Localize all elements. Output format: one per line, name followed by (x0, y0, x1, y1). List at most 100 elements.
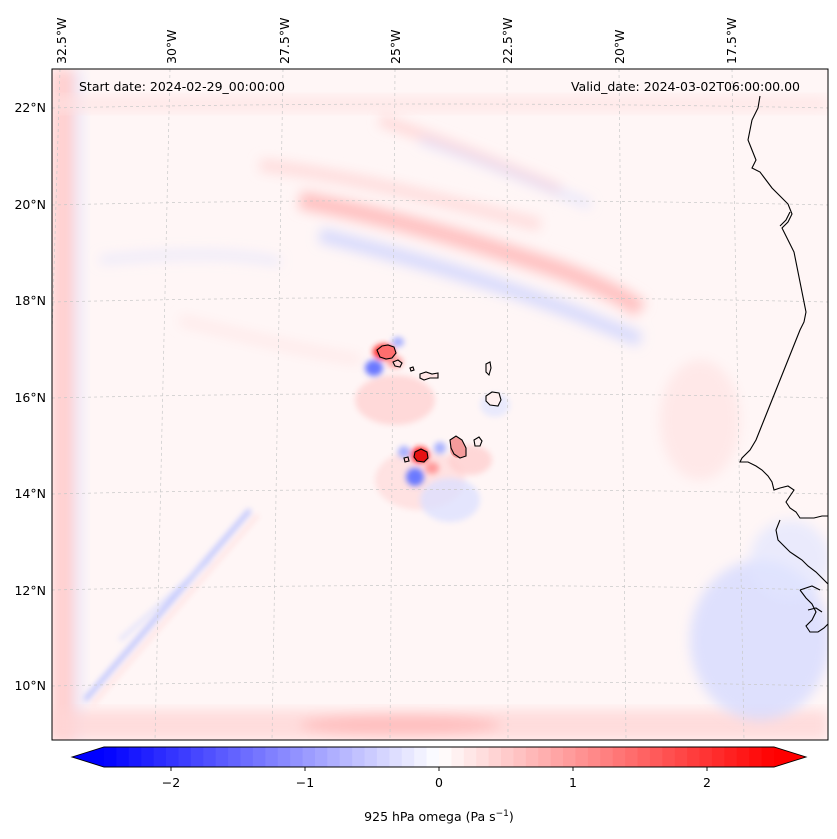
colorbar-title: 925 hPa omega (Pa s−1) (364, 809, 514, 824)
colorbar-units-close: ) (509, 809, 514, 824)
colorbar-cell (265, 747, 279, 767)
graticule (52, 69, 828, 740)
cb-tick-label-1: 1 (569, 775, 577, 790)
colorbar-cell (674, 747, 688, 767)
colorbar-cell (649, 747, 663, 767)
latitude-labels: 22°N 20°N 18°N 16°N 14°N 12°N 10°N (14, 100, 46, 693)
colorbar-cell (637, 747, 651, 767)
colorbar-cell (451, 747, 465, 767)
colorbar-cell (488, 747, 502, 767)
colorbar-cells (104, 747, 775, 767)
lon-label-27-5w: 27.5°W (277, 18, 292, 64)
island-sao-vicente (392, 359, 403, 368)
colorbar-cell (513, 747, 527, 767)
colorbar-cell (376, 747, 390, 767)
lon-label-22-5w: 22.5°W (500, 18, 515, 64)
sw-streak (83, 508, 260, 706)
colorbar-cell (538, 747, 552, 767)
colorbar-cell (203, 747, 217, 767)
cb-tick-label-2: 2 (703, 775, 711, 790)
lon-label-25w: 25°W (388, 29, 403, 64)
colorbar-units: (Pa s (466, 809, 496, 824)
colorbar-cell (104, 747, 118, 767)
colorbar-outline (70, 746, 808, 768)
colorbar-cell (687, 747, 701, 767)
colorbar-cell (612, 747, 626, 767)
bottom-boundary-band (52, 710, 828, 740)
colorbar-cell (711, 747, 725, 767)
start-date-label: Start date: 2024-02-29_00:00:00 (79, 79, 285, 94)
wave-train (99, 115, 647, 365)
colorbar-cell (736, 747, 750, 767)
colorbar-cell (389, 747, 403, 767)
map-frame (51, 68, 829, 741)
colorbar-units-exp: −1 (496, 809, 509, 819)
island-boa-vista (485, 391, 502, 407)
colorbar-cell (116, 747, 130, 767)
valid-date-label: Valid_date: 2024-03-02T06:00:00.00 (571, 79, 800, 94)
colorbar: −2 −1 0 1 2 925 hPa omega (Pa s−1) (70, 746, 808, 824)
omega-field (52, 69, 828, 740)
colorbar-cell (277, 747, 291, 767)
lat-label-14n: 14°N (14, 486, 46, 501)
colorbar-cell (228, 747, 242, 767)
left-boundary-band (52, 69, 84, 740)
map-panel: Start date: 2024-02-29_00:00:00 Valid_da… (51, 68, 829, 741)
lon-label-32-5w: 32.5°W (54, 18, 69, 64)
colorbar-cell (215, 747, 229, 767)
island-santiago (449, 435, 467, 459)
cb-tick-label-neg1: −1 (296, 775, 314, 790)
colorbar-cell (190, 747, 204, 767)
colorbar-variable: 925 hPa omega (364, 809, 461, 824)
lon-label-30w: 30°W (164, 29, 179, 64)
colorbar-cell (550, 747, 564, 767)
cb-tick-label-0: 0 (435, 775, 443, 790)
colorbar-cell (314, 747, 328, 767)
colorbar-cell (302, 747, 316, 767)
colorbar-cell (240, 747, 254, 767)
colorbar-cell (625, 747, 639, 767)
colorbar-ticks (170, 767, 708, 771)
cape-verde-islands (376, 344, 502, 463)
colorbar-cell (463, 747, 477, 767)
colorbar-cell (600, 747, 614, 767)
island-sao-nicolau (419, 371, 439, 381)
colorbar-cell (501, 747, 515, 767)
colorbar-cell (364, 747, 378, 767)
guinea-coast (799, 589, 828, 633)
colorbar-cell (339, 747, 353, 767)
colorbar-cell (563, 747, 577, 767)
lat-label-16n: 16°N (14, 390, 46, 405)
colorbar-cell (587, 747, 601, 767)
colorbar-cell (476, 747, 490, 767)
colorbar-cell (401, 747, 415, 767)
colorbar-cell (153, 747, 167, 767)
island-santa-luzia (409, 366, 415, 372)
coastlines (739, 95, 828, 633)
colorbar-cell (439, 747, 453, 767)
colorbar-cell (426, 747, 440, 767)
coastal-descent (660, 360, 828, 720)
island-brava (403, 456, 410, 463)
colorbar-cell (327, 747, 341, 767)
lat-label-12n: 12°N (14, 583, 46, 598)
colorbar-cell (761, 747, 775, 767)
island-sal (485, 361, 492, 377)
lon-label-17-5w: 17.5°W (724, 18, 739, 64)
cb-tick-label-neg2: −2 (162, 775, 180, 790)
colorbar-cell (575, 747, 589, 767)
colorbar-cell (290, 747, 304, 767)
colorbar-cell (724, 747, 738, 767)
island-fogo (413, 448, 429, 463)
colorbar-cell (128, 747, 142, 767)
colorbar-cell (699, 747, 713, 767)
colorbar-cell (525, 747, 539, 767)
longitude-labels: 32.5°W 30°W 27.5°W 25°W 22.5°W 20°W 17.5… (54, 18, 739, 64)
colorbar-cell (166, 747, 180, 767)
top-boundary-band (52, 96, 828, 112)
lat-label-10n: 10°N (14, 678, 46, 693)
africa-coastline (739, 95, 828, 519)
colorbar-cell (252, 747, 266, 767)
lat-label-20n: 20°N (14, 197, 46, 212)
